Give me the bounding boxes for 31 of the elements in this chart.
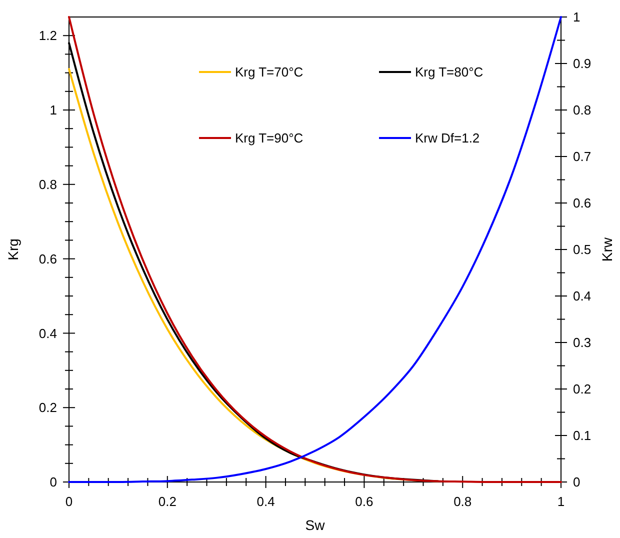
- legend-label: Krw Df=1.2: [415, 130, 480, 146]
- y-tick-label: 1: [50, 102, 57, 118]
- x-tick-label: 0.2: [158, 494, 176, 509]
- x-tick-label: 0.8: [454, 494, 472, 509]
- legend-label: Krg T=80°C: [415, 64, 484, 80]
- y2-tick-label: 0.5: [573, 242, 592, 258]
- x-tick-label: 0.6: [355, 494, 374, 509]
- y-tick-label: 0.6: [38, 251, 57, 266]
- y2-tick-label: 0.1: [573, 428, 592, 444]
- y-tick-label: 1.2: [38, 28, 57, 44]
- y-tick-label: 0: [50, 474, 57, 490]
- y2-tick-label: 1: [573, 10, 580, 25]
- y2-tick-label: 0.8: [573, 102, 592, 118]
- x-tick-label: 0: [65, 494, 73, 509]
- y2-axis-title: Krw: [599, 236, 615, 262]
- y2-tick-label: 0.2: [573, 382, 592, 397]
- y-tick-label: 0.2: [38, 400, 57, 416]
- x-tick-label: 1: [557, 494, 565, 509]
- legend-label: Krg T=90°C: [235, 130, 304, 146]
- y-axis-title: Krg: [5, 238, 21, 260]
- y2-tick-label: 0.3: [573, 335, 592, 350]
- x-tick-label: 0.4: [256, 494, 275, 509]
- y2-tick-label: 0.7: [573, 149, 592, 164]
- y-tick-label: 0.8: [38, 176, 57, 192]
- y-tick-label: 0.4: [38, 326, 57, 341]
- y2-tick-label: 0.6: [573, 196, 592, 211]
- y2-tick-label: 0.9: [573, 56, 592, 72]
- legend-label: Krg T=70°C: [235, 64, 304, 80]
- x-axis-title: Sw: [305, 517, 326, 533]
- y2-tick-label: 0.4: [573, 288, 592, 304]
- y2-tick-label: 0: [573, 474, 580, 490]
